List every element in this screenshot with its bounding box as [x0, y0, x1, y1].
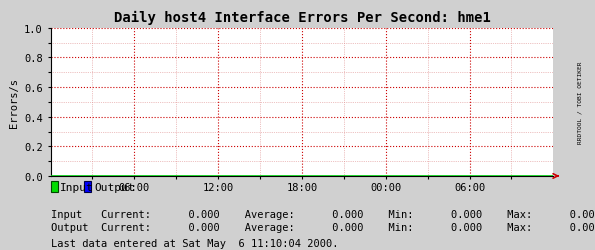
- Text: Output  Current:      0.000    Average:      0.000    Min:      0.000    Max:   : Output Current: 0.000 Average: 0.000 Min…: [51, 222, 595, 232]
- Y-axis label: Errors/s: Errors/s: [9, 78, 18, 128]
- Bar: [84, 181, 91, 192]
- Text: Output: Output: [95, 182, 135, 192]
- Title: Daily host4 Interface Errors Per Second: hme1: Daily host4 Interface Errors Per Second:…: [114, 11, 490, 25]
- Text: Input: Input: [60, 182, 93, 192]
- Text: RRDTOOL / TOBI OETIKER: RRDTOOL / TOBI OETIKER: [578, 62, 583, 144]
- Text: Last data entered at Sat May  6 11:10:04 2000.: Last data entered at Sat May 6 11:10:04 …: [51, 238, 338, 248]
- Text: Input   Current:      0.000    Average:      0.000    Min:      0.000    Max:   : Input Current: 0.000 Average: 0.000 Min:…: [51, 209, 595, 219]
- Bar: [51, 181, 58, 192]
